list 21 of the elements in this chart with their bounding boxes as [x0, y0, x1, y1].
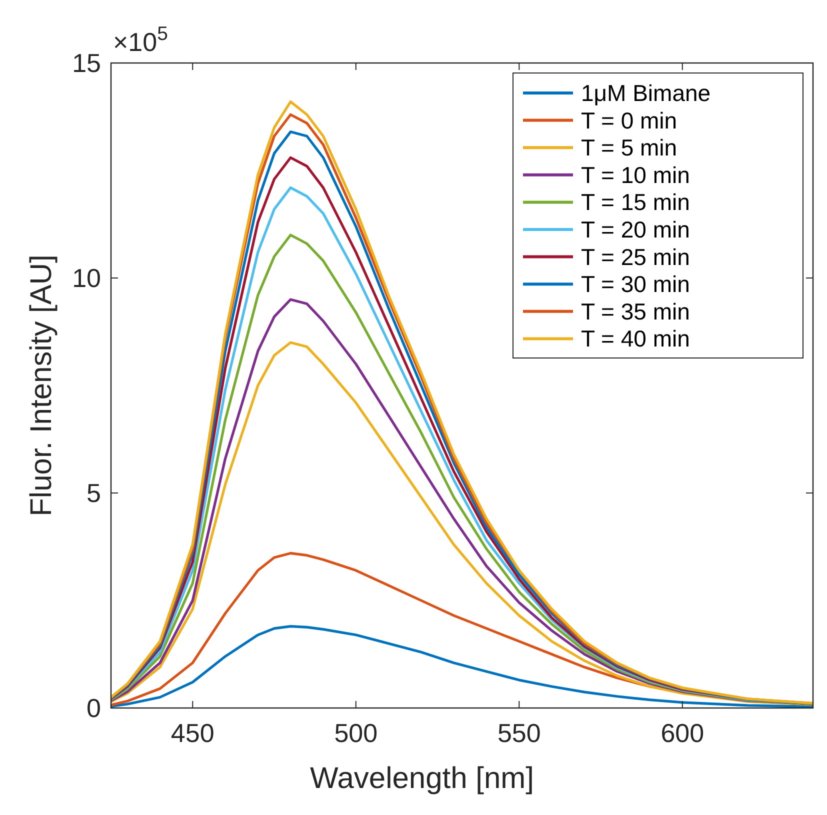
x-tick-label: 450	[170, 718, 214, 748]
legend-label: T = 40 min	[581, 326, 690, 352]
y-tick-label: 0	[86, 693, 101, 723]
legend-label: T = 25 min	[581, 244, 690, 270]
text: ×10$^{5}$	[113, 23, 168, 57]
legend-label: T = 35 min	[581, 298, 690, 324]
legend-label: T = 0 min	[581, 107, 678, 134]
x-axis-title: Wavelength [nm]	[310, 762, 534, 795]
y-tick-label: 15	[72, 48, 101, 78]
legend-label: T = 10 min	[581, 162, 690, 188]
legend-label: T = 30 min	[581, 271, 690, 298]
x-tick-label: 600	[660, 718, 704, 748]
y-axis-title: Fluor. Intensity [AU]	[25, 254, 58, 516]
legend-label: T = 5 min	[581, 134, 678, 161]
x-tick-label: 500	[334, 718, 378, 748]
legend-label: 1μM Bimane	[581, 80, 711, 106]
y-tick-label: 10	[72, 263, 101, 293]
legend-label: T = 15 min	[581, 189, 690, 216]
x-tick-label: 550	[497, 718, 541, 748]
y-tick-label: 5	[86, 478, 101, 508]
legend-label: T = 20 min	[581, 216, 690, 242]
